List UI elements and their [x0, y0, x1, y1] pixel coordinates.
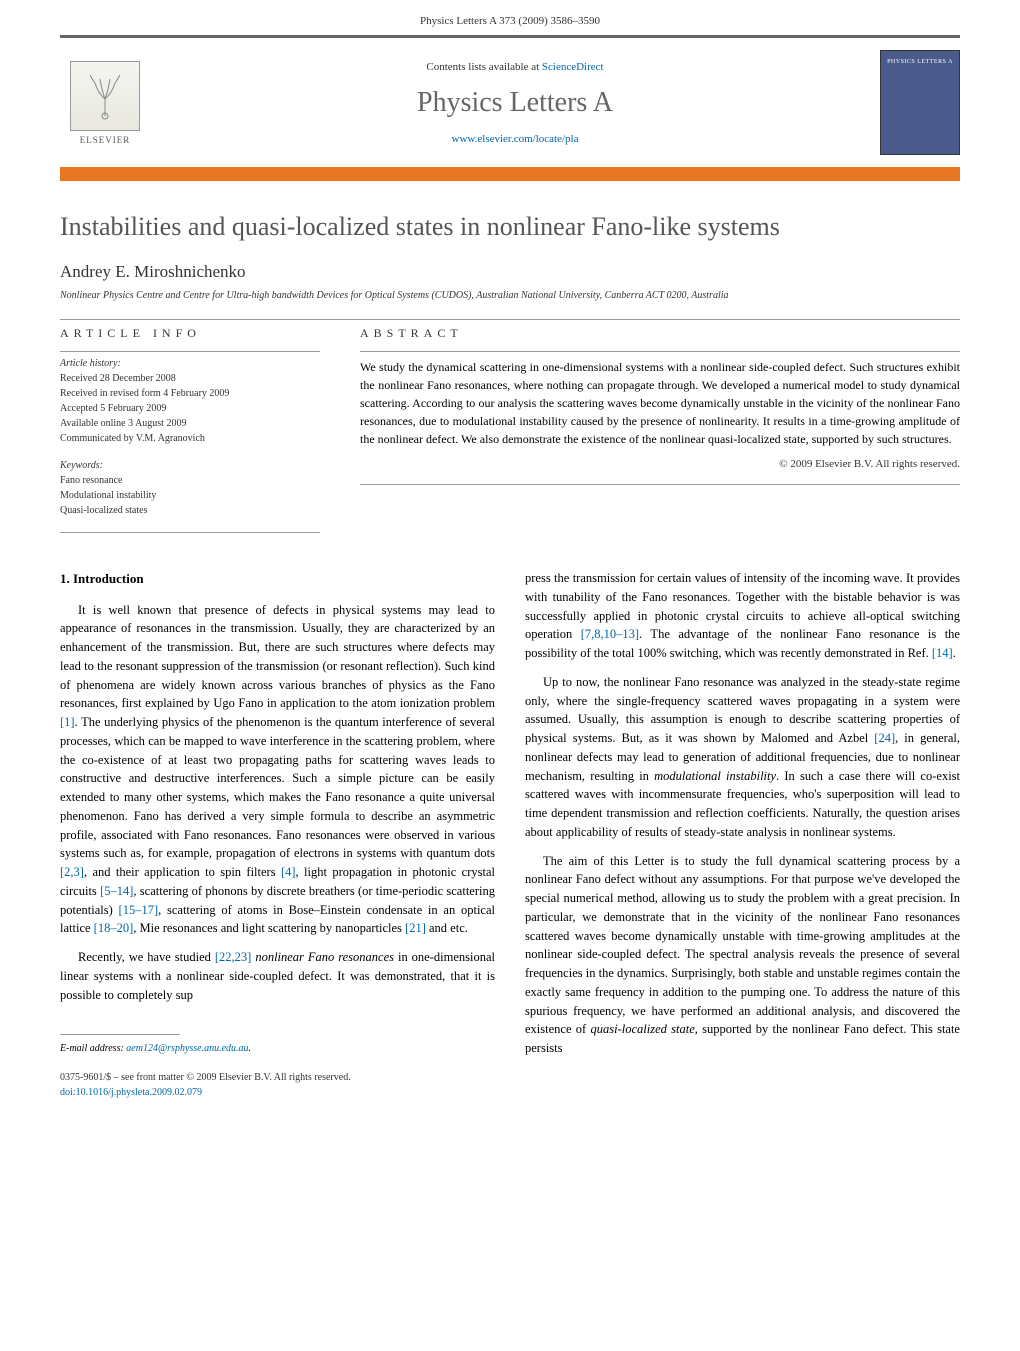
- p2-text-a: Recently, we have studied: [78, 950, 215, 964]
- citation-15-17[interactable]: [15–17]: [119, 903, 159, 917]
- abstract-heading: ABSTRACT: [360, 326, 960, 341]
- keyword-1: Fano resonance: [60, 473, 320, 488]
- publisher-logo: ELSEVIER: [60, 53, 150, 153]
- author-affiliation: Nonlinear Physics Centre and Centre for …: [60, 290, 960, 301]
- contents-prefix: Contents lists available at: [426, 61, 541, 73]
- footer-meta: 0375-9601/$ – see front matter © 2009 El…: [60, 1070, 495, 1100]
- journal-cover-thumbnail: PHYSICS LETTERS A: [880, 50, 960, 155]
- journal-name: Physics Letters A: [150, 87, 880, 119]
- sciencedirect-link[interactable]: ScienceDirect: [542, 61, 604, 73]
- citation-4[interactable]: [4]: [281, 865, 296, 879]
- body-column-right: press the transmission for certain value…: [525, 569, 960, 1100]
- email-line: E-mail address: aem124@rsphysse.anu.edu.…: [60, 1041, 495, 1056]
- journal-banner: ELSEVIER Contents lists available at Sci…: [60, 38, 960, 167]
- c2p3-a: The aim of this Letter is to study the f…: [525, 854, 960, 1037]
- keywords-label: Keywords:: [60, 460, 320, 471]
- email-suffix: .: [249, 1043, 252, 1054]
- history-accepted: Accepted 5 February 2009: [60, 401, 320, 416]
- meta-row: ARTICLE INFO Article history: Received 2…: [60, 326, 960, 539]
- modulational-instability-em: modulational instability: [654, 769, 776, 783]
- doi-link[interactable]: doi:10.1016/j.physleta.2009.02.079: [60, 1087, 202, 1098]
- intro-paragraph-1: It is well known that presence of defect…: [60, 601, 495, 939]
- citation-24[interactable]: [24]: [874, 731, 895, 745]
- article-content: Instabilities and quasi-localized states…: [0, 181, 1020, 1140]
- history-label: Article history:: [60, 358, 320, 369]
- col2-paragraph-1: press the transmission for certain value…: [525, 569, 960, 663]
- abstract-rule: [360, 351, 960, 352]
- section-number: 1.: [60, 571, 70, 586]
- citation-21[interactable]: [21]: [405, 921, 426, 935]
- citation-14[interactable]: [14]: [932, 646, 953, 660]
- quasi-localized-em: quasi-localized state: [590, 1022, 694, 1036]
- contents-available: Contents lists available at ScienceDirec…: [150, 61, 880, 73]
- author-email-link[interactable]: aem124@rsphysse.anu.edu.au: [126, 1043, 248, 1054]
- article-info-block: ARTICLE INFO Article history: Received 2…: [60, 326, 320, 539]
- info-rule-bottom: [60, 532, 320, 533]
- col2-paragraph-3: The aim of this Letter is to study the f…: [525, 852, 960, 1058]
- doi-line: doi:10.1016/j.physleta.2009.02.079: [60, 1085, 495, 1100]
- cover-title: PHYSICS LETTERS A: [887, 59, 953, 65]
- meta-rule-top: [60, 319, 960, 320]
- publisher-name: ELSEVIER: [80, 135, 131, 145]
- nonlinear-fano-em: nonlinear Fano resonances: [255, 950, 394, 964]
- citation-18-20[interactable]: [18–20]: [94, 921, 134, 935]
- keyword-3: Quasi-localized states: [60, 503, 320, 518]
- journal-homepage-link[interactable]: www.elsevier.com/locate/pla: [452, 133, 579, 145]
- citation-2-3[interactable]: [2,3]: [60, 865, 84, 879]
- body-column-left: 1. Introduction It is well known that pr…: [60, 569, 495, 1100]
- abstract-copyright: © 2009 Elsevier B.V. All rights reserved…: [360, 458, 960, 470]
- email-label: E-mail address:: [60, 1043, 126, 1054]
- elsevier-tree-icon: [70, 61, 140, 131]
- citation-7-8-10-13[interactable]: [7,8,10–13]: [581, 627, 639, 641]
- section-heading: 1. Introduction: [60, 569, 495, 589]
- running-head: Physics Letters A 373 (2009) 3586–3590: [0, 0, 1020, 35]
- p1-text-g: , Mie resonances and light scattering by…: [133, 921, 405, 935]
- citation-1[interactable]: [1]: [60, 715, 75, 729]
- journal-url: www.elsevier.com/locate/pla: [150, 133, 880, 145]
- article-title: Instabilities and quasi-localized states…: [60, 211, 960, 242]
- issn-copyright: 0375-9601/$ – see front matter © 2009 El…: [60, 1070, 495, 1085]
- footnote-rule: [60, 1034, 180, 1035]
- c2p1-c: .: [953, 646, 956, 660]
- intro-paragraph-2: Recently, we have studied [22,23] nonlin…: [60, 948, 495, 1004]
- abstract-block: ABSTRACT We study the dynamical scatteri…: [360, 326, 960, 539]
- history-communicated: Communicated by V.M. Agranovich: [60, 431, 320, 446]
- p1-text-h: and etc.: [426, 921, 468, 935]
- col2-paragraph-2: Up to now, the nonlinear Fano resonance …: [525, 673, 960, 842]
- abstract-rule-bottom: [360, 484, 960, 485]
- article-info-heading: ARTICLE INFO: [60, 326, 320, 341]
- banner-center: Contents lists available at ScienceDirec…: [150, 61, 880, 145]
- info-rule: [60, 351, 320, 352]
- p1-text-c: , and their application to spin filters: [84, 865, 281, 879]
- history-online: Available online 3 August 2009: [60, 416, 320, 431]
- p1-text-a: It is well known that presence of defect…: [60, 603, 495, 711]
- history-revised: Received in revised form 4 February 2009: [60, 386, 320, 401]
- keyword-2: Modulational instability: [60, 488, 320, 503]
- citation-22-23[interactable]: [22,23]: [215, 950, 251, 964]
- abstract-text: We study the dynamical scattering in one…: [360, 358, 960, 448]
- orange-divider: [60, 167, 960, 181]
- history-received: Received 28 December 2008: [60, 371, 320, 386]
- author-name: Andrey E. Miroshnichenko: [60, 262, 960, 282]
- p1-text-b: . The underlying physics of the phenomen…: [60, 715, 495, 860]
- section-title: Introduction: [73, 571, 144, 586]
- body-columns: 1. Introduction It is well known that pr…: [60, 569, 960, 1100]
- citation-5-14[interactable]: [5–14]: [100, 884, 133, 898]
